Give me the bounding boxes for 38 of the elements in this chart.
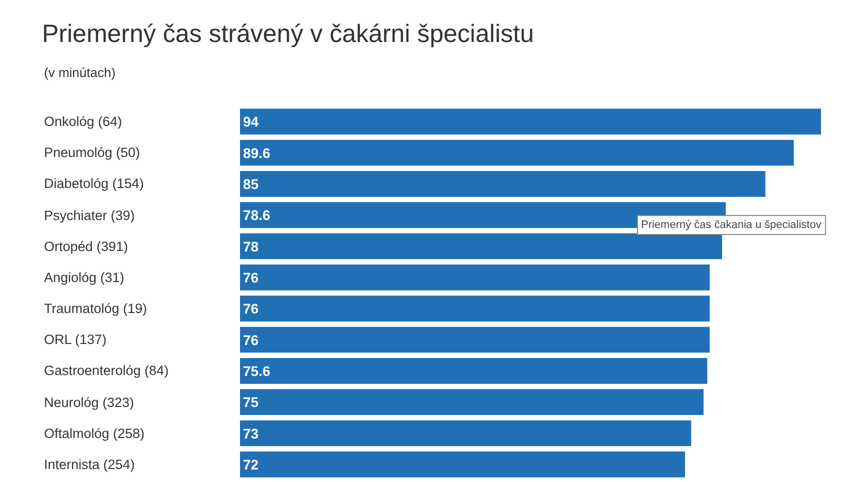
bar xyxy=(240,296,710,322)
data-label: 75 xyxy=(243,394,259,410)
y-tick-label: Psychiater (39) xyxy=(44,208,135,223)
bar xyxy=(240,108,821,135)
y-tick-label: Traumatológ (19) xyxy=(44,301,148,316)
bar xyxy=(240,170,766,197)
data-label: 85 xyxy=(243,176,259,192)
bar xyxy=(240,233,722,260)
data-label: 75.6 xyxy=(243,362,270,379)
y-tick-label: ORL (137) xyxy=(44,332,107,347)
y-tick-label: Oftalmológ (258) xyxy=(44,426,145,441)
bar xyxy=(240,326,710,353)
data-label: 76 xyxy=(243,269,259,286)
data-label: 73 xyxy=(243,425,259,442)
y-tick-label: Neurológ (323) xyxy=(44,395,134,410)
y-tick-label: Gastroenterológ (84) xyxy=(44,363,169,378)
y-tick-label: Internista (254) xyxy=(44,457,135,472)
y-tick-label: Pneumológ (50) xyxy=(44,145,140,160)
data-label: 78.6 xyxy=(243,207,270,224)
data-label: 72 xyxy=(243,456,259,472)
y-tick-label: Onkológ (64) xyxy=(44,114,122,129)
data-label: 76 xyxy=(243,332,259,348)
data-label: 76 xyxy=(243,300,259,317)
text: (v minútach) xyxy=(44,65,116,80)
y-tick-label: Diabetológ (154) xyxy=(44,176,144,191)
bar xyxy=(240,389,704,416)
bar xyxy=(240,451,686,478)
data-label: 78 xyxy=(243,238,259,254)
y-tick-label: Ortopéd (391) xyxy=(44,239,128,254)
chart-title: Priemerný čas strávený v čakárni špecialistu xyxy=(42,20,534,48)
bar xyxy=(240,264,710,290)
bar xyxy=(240,420,692,446)
bar xyxy=(240,140,794,166)
y-tick-label: Angiológ (31) xyxy=(44,270,124,285)
bar xyxy=(240,358,708,384)
data-label: 89.6 xyxy=(243,144,270,161)
annotation: Priemerný čas čakania u špecialistov xyxy=(641,219,822,231)
data-label: 94 xyxy=(243,114,259,130)
